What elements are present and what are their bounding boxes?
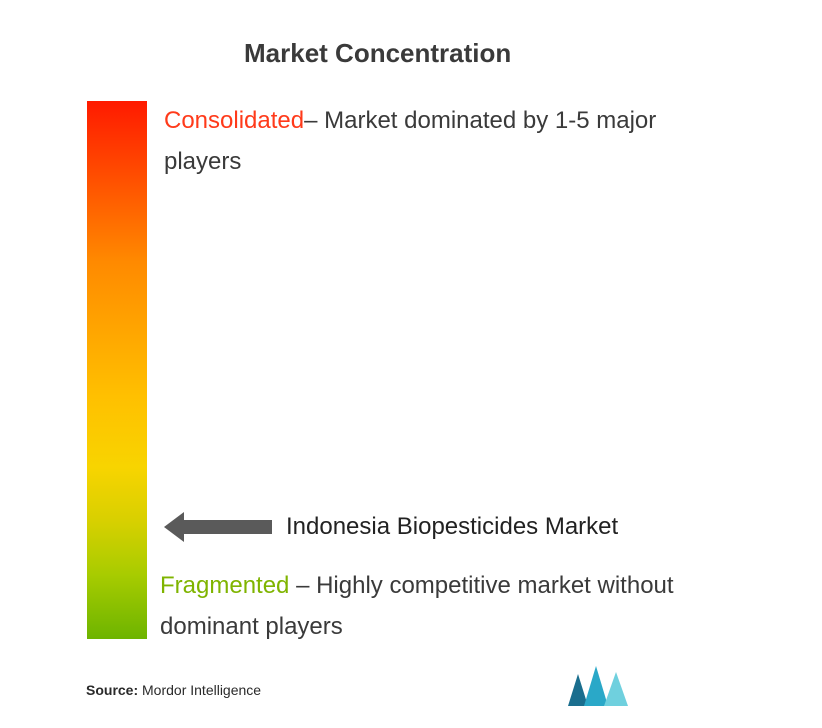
source-value: Mordor Intelligence — [142, 682, 261, 698]
fragmented-keyword: Fragmented — [160, 572, 289, 599]
logo-bar-1 — [568, 674, 588, 706]
consolidated-keyword: Consolidated — [164, 107, 304, 134]
arrow-head — [164, 512, 184, 542]
mordor-logo-icon — [568, 666, 630, 706]
fragmented-label-block: Fragmented – Highly competitive market w… — [160, 566, 680, 648]
market-position-pointer: Indonesia Biopesticides Market — [164, 512, 618, 542]
source-attribution: Source: Mordor Intelligence — [86, 682, 261, 698]
arrow-left-icon — [164, 512, 272, 542]
consolidated-label-block: Consolidated– Market dominated by 1-5 ma… — [164, 101, 664, 183]
concentration-gradient-bar — [87, 101, 147, 639]
market-name-label: Indonesia Biopesticides Market — [286, 513, 618, 541]
source-label: Source: — [86, 682, 138, 698]
arrow-shaft — [184, 520, 272, 534]
logo-bar-3 — [604, 672, 628, 706]
chart-title: Market Concentration — [244, 38, 511, 69]
logo-bar-2 — [584, 666, 608, 706]
